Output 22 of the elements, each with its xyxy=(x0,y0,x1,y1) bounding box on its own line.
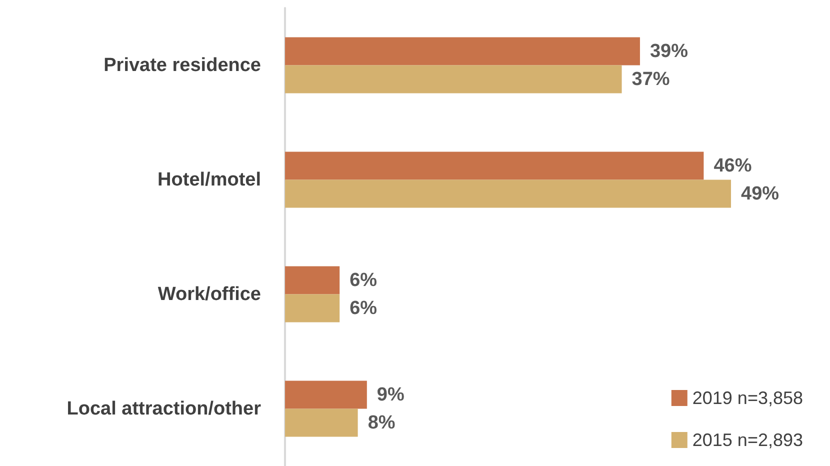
bar xyxy=(285,380,367,409)
bar xyxy=(285,180,731,208)
data-label: 6% xyxy=(350,270,378,291)
y-tick-label: Local attraction/other xyxy=(66,398,262,420)
bar xyxy=(285,37,640,66)
data-label: 49% xyxy=(741,183,780,204)
bar xyxy=(285,65,622,94)
legend-label: 2015 n=2,893 xyxy=(692,430,804,450)
data-label: 39% xyxy=(650,40,688,62)
bar xyxy=(285,294,340,322)
legend-label: 2019 n=3,858 xyxy=(692,388,804,408)
y-tick-label: Private residence xyxy=(104,54,261,76)
data-label: 9% xyxy=(376,384,404,406)
bar xyxy=(285,408,358,437)
data-label: 8% xyxy=(368,412,396,434)
data-label: 46% xyxy=(714,155,752,176)
bar xyxy=(285,266,340,294)
bar xyxy=(285,152,704,180)
y-tick-label: Work/office xyxy=(158,284,261,305)
data-label: 37% xyxy=(632,68,670,90)
y-tick-label: Hotel/motel xyxy=(158,169,261,190)
data-label: 6% xyxy=(350,298,378,319)
